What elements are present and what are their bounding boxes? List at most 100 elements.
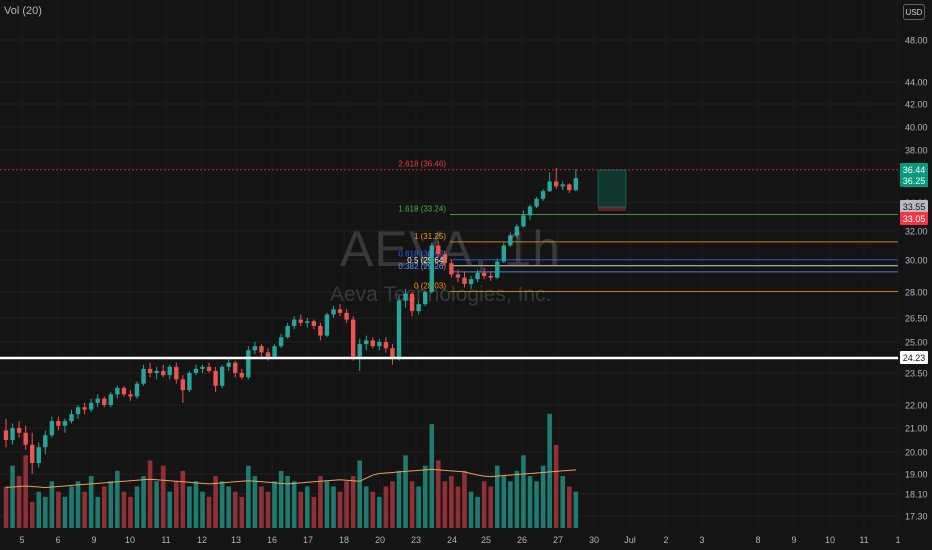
candle-body — [200, 366, 205, 369]
candle-body — [285, 326, 290, 338]
position-profit-zone — [597, 169, 627, 208]
price-tick-label: 21.00 — [905, 424, 928, 434]
time-tick-label: 26 — [517, 535, 527, 545]
volume-bar — [481, 481, 487, 528]
volume-bar — [219, 481, 225, 528]
candle-body — [102, 398, 107, 405]
volume-bar — [324, 481, 330, 528]
fib-level-label: 1 (31.25) — [414, 232, 446, 241]
candle-body — [495, 261, 500, 278]
fib-level-label: 1.618 (33.24) — [398, 204, 446, 213]
candle-body — [442, 254, 448, 264]
volume-bar — [154, 481, 159, 528]
price-badge — [900, 212, 928, 225]
price-badge — [900, 174, 928, 187]
candle-body — [298, 319, 303, 323]
volume-bar — [36, 491, 42, 528]
volume-bar — [187, 486, 192, 528]
time-tick-label: 24 — [447, 535, 457, 545]
candle-body — [213, 370, 218, 386]
candle-body — [357, 344, 362, 357]
price-badge — [900, 163, 928, 176]
candle-body — [226, 362, 231, 367]
price-badge-label: 33.55 — [903, 202, 926, 212]
volume-bar — [337, 491, 343, 528]
price-badge — [900, 200, 928, 213]
candle-body — [206, 366, 212, 371]
price-tick-label: 44.00 — [905, 78, 928, 88]
volume-bar — [285, 476, 290, 528]
candle-body — [292, 319, 297, 326]
price-badge-label: 33.05 — [903, 214, 926, 224]
candle-body — [128, 394, 133, 397]
position-tool[interactable] — [597, 169, 627, 211]
candle-body — [265, 352, 271, 357]
candle-body — [318, 326, 323, 336]
volume-bar — [508, 481, 513, 528]
time-axis[interactable]: 5 6 9 10 11 12 13 16 17 18 20 23 24 25 26 27 30 Jul 2 3 8 9 10… — [19, 535, 900, 545]
candle-body — [75, 407, 81, 415]
candle-body — [154, 370, 159, 373]
indicator-legend[interactable]: Vol (20) — [4, 5, 42, 17]
candle-body — [390, 348, 395, 359]
candle-body — [324, 314, 330, 336]
volume-bar — [23, 455, 28, 528]
time-tick-label: 23 — [411, 535, 421, 545]
volume-bar — [272, 481, 277, 528]
time-tick-label: 11 — [859, 535, 868, 545]
price-tick-label: 28.00 — [905, 288, 928, 298]
volume-bar — [180, 470, 186, 528]
volume-histogram — [3, 413, 579, 528]
candle-body — [30, 444, 35, 463]
volume-bar — [449, 476, 454, 528]
volume-bar — [370, 491, 376, 528]
volume-bar — [436, 460, 441, 528]
volume-bar — [29, 502, 35, 528]
candle-body — [377, 342, 382, 347]
volume-bar — [62, 496, 68, 528]
volume-bar — [567, 486, 572, 528]
candle-body — [82, 407, 87, 410]
candle-body — [3, 430, 9, 440]
volume-bar — [121, 491, 127, 528]
watermark-company: Aeva Technologies, Inc. — [330, 283, 552, 306]
volume-bar — [193, 481, 199, 528]
candle-body — [409, 293, 415, 312]
time-tick-label: 6 — [55, 535, 60, 545]
candle-body — [167, 366, 172, 376]
volume-bar — [75, 481, 81, 528]
time-tick-label: 18 — [339, 535, 349, 545]
volume-bar — [174, 481, 179, 528]
volume-bar — [95, 496, 100, 528]
candle-body — [337, 309, 343, 313]
candle-body — [508, 235, 513, 246]
volume-bar — [547, 413, 552, 528]
candle-body — [161, 370, 166, 376]
fib-level-label: 0.618 (30.02) — [398, 250, 446, 259]
volume-bar — [298, 491, 304, 528]
currency-button[interactable]: USD — [903, 4, 925, 20]
time-tick-label: 8 — [755, 535, 760, 545]
candle-body — [475, 272, 480, 280]
volume-bar — [501, 476, 507, 528]
price-badge-label: 24.23 — [903, 353, 926, 363]
volume-bar — [350, 476, 356, 528]
candle-body — [23, 432, 28, 445]
volume-bar — [475, 496, 480, 528]
candle-body — [187, 373, 192, 391]
candle-body — [193, 368, 199, 373]
volume-bar — [128, 496, 133, 528]
candle-body — [468, 279, 474, 284]
volume-bar — [213, 476, 218, 528]
candle-body — [108, 394, 113, 405]
price-axis[interactable]: 48.0044.0042.0040.0038.0034.0032.0030.00… — [905, 36, 928, 522]
volume-bar — [468, 491, 474, 528]
candle-body — [141, 368, 146, 384]
candle-body — [239, 373, 244, 378]
candle-body — [259, 346, 264, 353]
volume-bar — [56, 491, 61, 528]
time-tick-label: 12 — [197, 535, 207, 545]
price-tick-label: 25.00 — [905, 338, 928, 348]
price-tick-label: 32.00 — [905, 227, 928, 237]
